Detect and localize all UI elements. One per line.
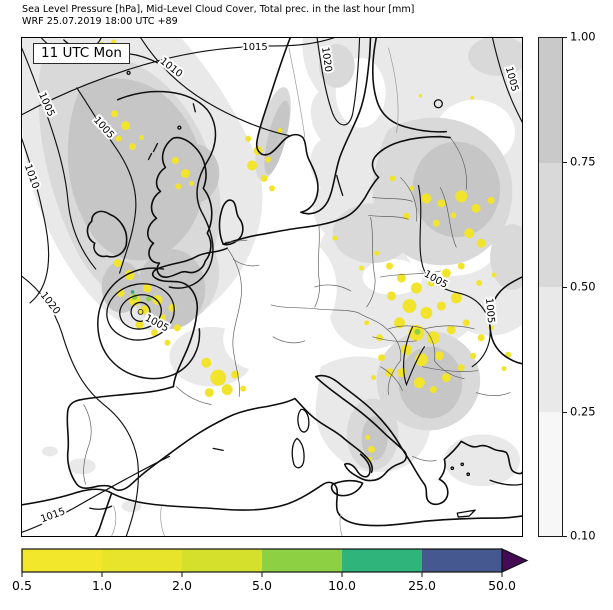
isobar-label: 1005 xyxy=(483,298,496,324)
precipbar-ticks xyxy=(21,572,503,577)
precipbar-tick-label: 5.0 xyxy=(252,578,272,593)
precipbar-segment xyxy=(262,549,342,572)
precip-colorbar xyxy=(21,548,529,577)
isobar-label: 1015 xyxy=(39,506,67,525)
cloudbar-segment xyxy=(539,162,562,287)
precipbar-tick-label: 2.0 xyxy=(172,578,192,593)
precipbar-segment xyxy=(422,549,502,572)
map-canvas: 11 UTC Mon xyxy=(21,37,523,537)
isobar-label: 1020 xyxy=(38,290,62,317)
precipitation-layer xyxy=(98,39,512,462)
europe-weather-map: 1005 1010 1005 1010 1015 1020 1005 1020 … xyxy=(22,38,522,536)
cloudbar-tick-label: 1.00 xyxy=(570,29,596,44)
cloudbar-segment xyxy=(539,38,562,163)
precipbar-tick-label: 1.0 xyxy=(92,578,112,593)
isobar-label: 1015 xyxy=(242,42,267,53)
cloudbar-tick xyxy=(563,162,567,164)
cloud-cover-colorbar xyxy=(538,37,563,537)
precipbar-segment xyxy=(182,549,262,572)
cloudbar-tick-label: 0.50 xyxy=(570,279,596,294)
cloudbar-tick-label: 0.75 xyxy=(570,154,596,169)
cloudbar-segment xyxy=(539,411,562,536)
cloudbar-tick xyxy=(563,536,567,538)
isobar-layer xyxy=(22,38,522,536)
precipbar-tick-label: 0.5 xyxy=(12,578,32,593)
cloudbar-tick-label: 0.25 xyxy=(570,404,596,419)
cloudbar-tick xyxy=(563,287,567,289)
chart-title: Sea Level Pressure [hPa], Mid-Level Clou… xyxy=(22,4,415,15)
chart-subtitle: WRF 25.07.2019 18:00 UTC +89 xyxy=(22,16,178,27)
cloudbar-tick xyxy=(563,37,567,39)
precipbar-extend-arrow xyxy=(501,548,529,573)
cloudbar-tick-label: 0.10 xyxy=(570,528,596,543)
cyclone-center xyxy=(137,309,144,315)
precipbar-tick-label: 50.0 xyxy=(488,578,516,593)
valid-time-label: 11 UTC Mon xyxy=(33,43,130,64)
cloudbar-segment xyxy=(539,287,562,412)
precipbar-tick-label: 10.0 xyxy=(328,578,356,593)
cyclone-feature xyxy=(97,267,201,380)
precipbar-segment xyxy=(102,549,182,572)
cloudbar-tick xyxy=(563,412,567,414)
precipbar-tick-label: 25.0 xyxy=(408,578,436,593)
precipbar-segment xyxy=(22,549,102,572)
country-border-layer xyxy=(83,47,511,536)
precipbar-segment xyxy=(342,549,422,572)
